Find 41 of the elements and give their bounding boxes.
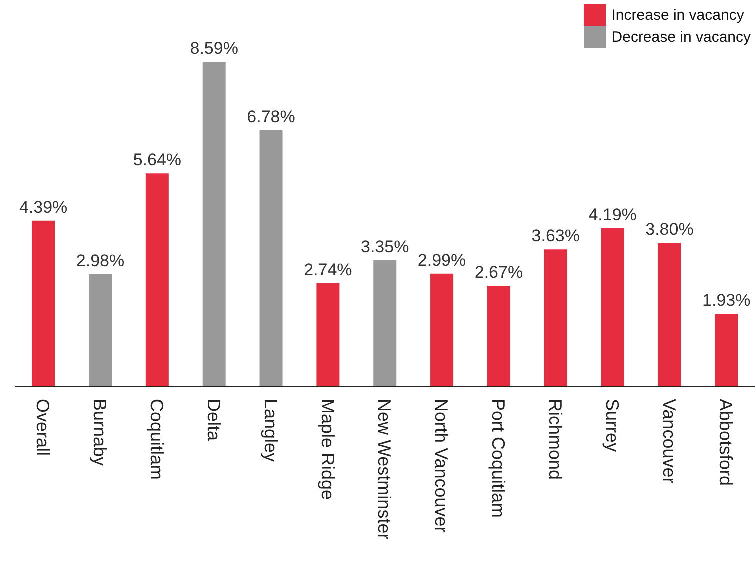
- x-tick-label: Burnaby: [90, 399, 110, 466]
- x-tick-label: Overall: [33, 399, 54, 456]
- bar: [146, 174, 169, 387]
- x-tick-label: Delta: [204, 399, 224, 442]
- data-label: 3.80%: [646, 220, 694, 240]
- x-tick-label: Langley: [260, 399, 281, 462]
- x-tick-label: Richmond: [545, 399, 566, 480]
- data-label: 4.19%: [588, 205, 637, 224]
- data-label: 2.67%: [474, 262, 524, 282]
- bar: [715, 314, 738, 387]
- data-label: 2.98%: [76, 251, 125, 270]
- x-tick-label: Coquitlam: [147, 399, 168, 480]
- data-label: 1.93%: [702, 290, 751, 310]
- bar: [658, 243, 682, 387]
- x-tick-label: Surrey: [602, 399, 622, 452]
- x-tick-label: Maple Ridge: [318, 399, 338, 500]
- bar: [374, 260, 397, 387]
- data-label: 8.59%: [190, 39, 238, 58]
- bar: [601, 228, 624, 387]
- bar: [32, 220, 56, 387]
- data-label: 5.64%: [133, 150, 182, 170]
- bar: [544, 250, 568, 387]
- data-label: 2.74%: [304, 260, 352, 280]
- x-tick-label: Vancouver: [659, 399, 680, 484]
- bar: [316, 283, 340, 387]
- x-tick-label: Abbotsford: [716, 399, 736, 486]
- x-tick-label: North Vancouver: [432, 399, 452, 533]
- data-label: 6.78%: [247, 107, 296, 126]
- data-label: 2.99%: [418, 250, 466, 270]
- legend-label: Decrease in vacancy: [612, 28, 751, 46]
- data-label: 3.35%: [361, 237, 410, 256]
- bar: [430, 274, 454, 387]
- bar: [89, 274, 112, 387]
- data-label: 3.63%: [532, 226, 580, 246]
- x-tick-label: New Westminster: [374, 399, 395, 540]
- bar: [202, 62, 226, 387]
- x-tick-label: Port Coquitlam: [488, 399, 509, 518]
- data-label: 4.39%: [19, 198, 68, 217]
- legend-label: Increase in vacancy: [612, 6, 744, 24]
- bar: [487, 286, 510, 387]
- bar: [260, 130, 283, 387]
